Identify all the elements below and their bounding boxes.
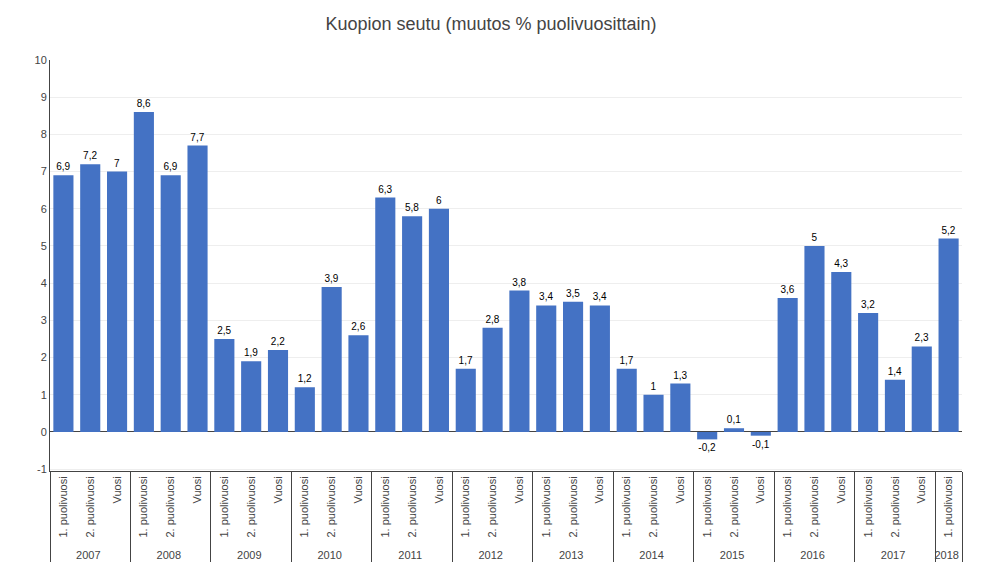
svg-text:3,8: 3,8 [512,277,526,288]
svg-text:1. puolivuosi: 1. puolivuosi [540,476,552,537]
svg-text:7: 7 [114,158,120,169]
svg-text:Vuosi: Vuosi [674,476,686,503]
svg-text:8: 8 [41,128,47,140]
svg-text:5,8: 5,8 [405,202,419,213]
svg-text:2. puolivuosi: 2. puolivuosi [486,476,498,537]
svg-text:1,7: 1,7 [459,355,473,366]
svg-text:-0,2: -0,2 [698,442,716,453]
svg-text:2011: 2011 [398,549,422,561]
svg-text:2. puolivuosi: 2. puolivuosi [567,476,579,537]
svg-text:5,2: 5,2 [941,225,955,236]
svg-text:3,6: 3,6 [780,284,794,295]
svg-text:2017: 2017 [881,549,905,561]
svg-text:Vuosi: Vuosi [433,476,445,503]
svg-text:3,4: 3,4 [539,291,553,302]
svg-text:2012: 2012 [478,549,502,561]
svg-text:3,9: 3,9 [324,273,338,284]
svg-text:1: 1 [651,381,657,392]
svg-text:1. puolivuosi: 1. puolivuosi [379,476,391,537]
svg-text:2. puolivuosi: 2. puolivuosi [325,476,337,537]
svg-text:1. puolivuosi: 1. puolivuosi [137,476,149,537]
svg-text:Vuosi: Vuosi [593,476,605,503]
svg-text:1. puolivuosi: 1. puolivuosi [701,476,713,537]
svg-text:6,9: 6,9 [56,161,70,172]
svg-text:-1: -1 [37,463,47,475]
svg-text:5: 5 [811,232,817,243]
svg-text:1,3: 1,3 [673,370,687,381]
svg-text:3,2: 3,2 [861,299,875,310]
svg-text:2. puolivuosi: 2. puolivuosi [647,476,659,537]
svg-text:2018: 2018 [934,549,958,561]
svg-text:7,7: 7,7 [190,132,204,143]
svg-text:1. puolivuosi: 1. puolivuosi [942,476,954,537]
svg-text:Vuosi: Vuosi [272,476,284,503]
svg-text:Vuosi: Vuosi [513,476,525,503]
svg-text:6: 6 [436,195,442,206]
svg-text:2. puolivuosi: 2. puolivuosi [889,476,901,537]
svg-text:0: 0 [41,426,47,438]
svg-text:1. puolivuosi: 1. puolivuosi [57,476,69,537]
svg-text:2015: 2015 [720,549,744,561]
svg-text:6,9: 6,9 [164,161,178,172]
svg-text:1. puolivuosi: 1. puolivuosi [218,476,230,537]
svg-text:2,5: 2,5 [217,325,231,336]
svg-text:6: 6 [41,203,47,215]
svg-text:1. puolivuosi: 1. puolivuosi [459,476,471,537]
svg-text:2,8: 2,8 [485,314,499,325]
svg-text:3: 3 [41,314,47,326]
svg-text:2,2: 2,2 [271,336,285,347]
svg-text:1,9: 1,9 [244,347,258,358]
svg-text:1,4: 1,4 [888,366,902,377]
svg-text:6,3: 6,3 [378,184,392,195]
svg-text:2. puolivuosi: 2. puolivuosi [406,476,418,537]
svg-text:3,4: 3,4 [593,291,607,302]
svg-text:Vuosi: Vuosi [915,476,927,503]
svg-text:7: 7 [41,165,47,177]
svg-text:4,3: 4,3 [834,258,848,269]
svg-text:2014: 2014 [639,549,663,561]
svg-text:10: 10 [35,54,47,66]
svg-text:2. puolivuosi: 2. puolivuosi [84,476,96,537]
svg-text:2. puolivuosi: 2. puolivuosi [164,476,176,537]
svg-text:4: 4 [41,277,47,289]
svg-text:1,7: 1,7 [620,355,634,366]
svg-text:1: 1 [41,389,47,401]
svg-text:Vuosi: Vuosi [191,476,203,503]
svg-text:1. puolivuosi: 1. puolivuosi [862,476,874,537]
svg-text:2: 2 [41,351,47,363]
svg-text:1. puolivuosi: 1. puolivuosi [298,476,310,537]
svg-text:-0,1: -0,1 [752,439,770,450]
svg-text:Kuopion seutu (muutos % puoliv: Kuopion seutu (muutos % puolivuosittain) [325,14,656,34]
svg-text:8,6: 8,6 [137,98,151,109]
svg-text:5: 5 [41,240,47,252]
svg-text:2,3: 2,3 [915,332,929,343]
svg-text:1,2: 1,2 [298,373,312,384]
svg-text:1. puolivuosi: 1. puolivuosi [781,476,793,537]
svg-text:2013: 2013 [559,549,583,561]
svg-text:Vuosi: Vuosi [835,476,847,503]
svg-text:2008: 2008 [157,549,181,561]
svg-text:7,2: 7,2 [83,150,97,161]
svg-text:2,6: 2,6 [351,321,365,332]
svg-text:Vuosi: Vuosi [352,476,364,503]
svg-text:Vuosi: Vuosi [111,476,123,503]
svg-text:1. puolivuosi: 1. puolivuosi [620,476,632,537]
svg-text:2007: 2007 [76,549,100,561]
svg-text:2. puolivuosi: 2. puolivuosi [728,476,740,537]
svg-text:2. puolivuosi: 2. puolivuosi [245,476,257,537]
svg-text:0,1: 0,1 [727,414,741,425]
svg-text:2016: 2016 [800,549,824,561]
svg-text:2009: 2009 [237,549,261,561]
svg-text:2010: 2010 [317,549,341,561]
svg-text:3,5: 3,5 [566,288,580,299]
svg-text:9: 9 [41,91,47,103]
svg-text:2. puolivuosi: 2. puolivuosi [808,476,820,537]
svg-text:Vuosi: Vuosi [754,476,766,503]
